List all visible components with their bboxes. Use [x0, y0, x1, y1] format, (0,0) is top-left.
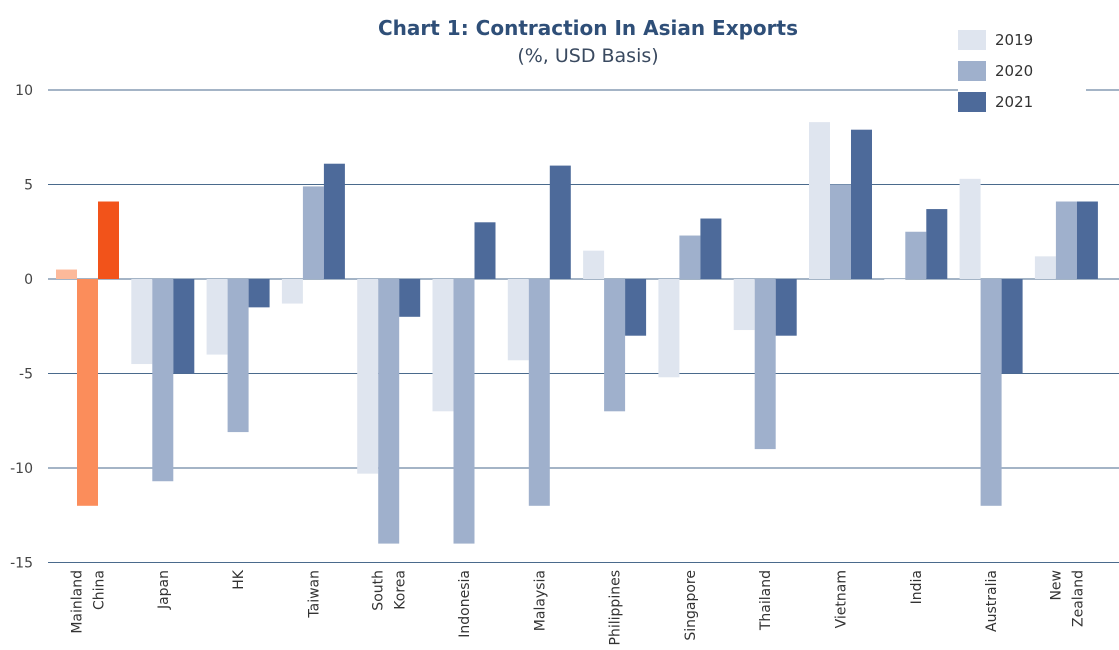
bar-2021-13	[1076, 201, 1098, 279]
legend-item-2019: 2019	[958, 24, 1086, 55]
x-tick-label-line: China	[92, 570, 108, 610]
x-tick-label: Thailand	[758, 570, 774, 631]
bar-2020-5	[453, 279, 475, 544]
bar-2021-4	[399, 279, 421, 317]
bar-2021-0	[98, 201, 119, 279]
bar-2019-4	[357, 279, 379, 474]
bar-2020-13	[1055, 201, 1077, 279]
bar-2019-12	[959, 178, 981, 279]
bar-2021-10	[851, 129, 872, 279]
gridlines	[48, 89, 1119, 563]
bar-2020-2	[227, 279, 249, 433]
x-tick-label: Australia	[984, 570, 1000, 632]
bar-2021-1	[173, 279, 195, 374]
x-tick-label-line: HK	[231, 569, 247, 590]
legend-swatch	[958, 29, 986, 50]
x-tick-label-line: Vietnam	[834, 570, 850, 628]
legend-swatch	[958, 91, 986, 112]
x-tick-label-line: Taiwan	[306, 570, 322, 619]
bar-2019-3	[281, 279, 303, 304]
bars	[56, 122, 1098, 544]
bar-2019-2	[206, 279, 228, 355]
x-tick-label: Indonesia	[457, 570, 473, 638]
legend-item-2021: 2021	[958, 86, 1086, 117]
bar-2021-8	[700, 218, 722, 279]
x-tick-label: New Zealand	[1048, 570, 1086, 627]
legend-label: 2021	[995, 92, 1034, 111]
x-tick-label-line: South	[371, 570, 387, 611]
bar-2019-0	[56, 269, 77, 279]
bar-2021-2	[248, 279, 270, 308]
x-tick-label: Singapore	[683, 570, 699, 641]
bar-2021-6	[549, 165, 571, 279]
x-tick-label-line: Japan	[156, 570, 172, 610]
legend: 2019 2020 2021	[958, 24, 1086, 117]
bar-2019-6	[507, 279, 529, 361]
bar-2020-9	[754, 279, 776, 450]
x-tick-label-line: India	[909, 570, 925, 604]
bar-2021-12	[1001, 279, 1023, 374]
legend-item-2020: 2020	[958, 55, 1086, 86]
x-tick-label-line: Australia	[984, 570, 1000, 632]
x-tick-label: Japan	[156, 570, 172, 610]
bar-2019-7	[583, 250, 605, 279]
bar-2019-5	[432, 279, 454, 412]
bar-2019-13	[1034, 256, 1056, 279]
bar-2021-3	[323, 163, 345, 279]
x-tick-label: Malaysia	[532, 570, 548, 631]
bar-2020-10	[830, 184, 851, 279]
bar-2021-9	[775, 279, 797, 336]
bar-2019-11	[884, 279, 906, 280]
legend-swatch	[958, 60, 986, 81]
y-tick-label: 0	[24, 272, 33, 288]
y-axis-ticks: 10 5 0 -5 -10 -15	[10, 83, 33, 572]
x-tick-label-line: Thailand	[758, 570, 774, 631]
y-tick-label: -15	[10, 556, 33, 572]
bar-2019-9	[733, 279, 755, 331]
y-tick-label: 5	[24, 178, 33, 194]
x-tick-label-line: Mainland	[70, 570, 86, 634]
x-tick-label-line: Singapore	[683, 570, 699, 641]
x-tick-label-line: Indonesia	[457, 570, 473, 638]
x-tick-label: HK	[231, 569, 247, 590]
x-tick-label: Vietnam	[834, 570, 850, 628]
bar-2020-3	[302, 186, 324, 279]
bar-2021-11	[926, 209, 948, 279]
x-tick-label-line: New	[1048, 570, 1064, 601]
bar-2020-12	[980, 279, 1002, 506]
bar-2020-6	[528, 279, 550, 506]
bar-2020-8	[679, 235, 701, 279]
x-tick-label: Taiwan	[306, 570, 322, 619]
x-tick-label-line: Malaysia	[532, 570, 548, 631]
bar-2019-8	[658, 279, 680, 378]
x-tick-label: India	[909, 570, 925, 604]
x-tick-label: South Korea	[371, 570, 409, 611]
legend-label: 2019	[995, 30, 1034, 49]
bar-2020-1	[152, 279, 174, 482]
chart-subtitle: (%, USD Basis)	[517, 45, 659, 67]
bar-2019-10	[809, 122, 830, 279]
x-tick-label-line: Philippines	[608, 570, 624, 645]
y-tick-label: -10	[10, 461, 33, 477]
legend-label: 2020	[995, 61, 1034, 80]
x-axis-ticks: Mainland China Japan HK Taiwan South Korea Indo…	[70, 569, 1087, 645]
chart-title: Chart 1: Contraction In Asian Exports	[378, 16, 798, 40]
x-tick-label-line: Zealand	[1070, 570, 1086, 627]
y-tick-label: 10	[15, 83, 33, 99]
bar-2020-11	[905, 231, 927, 279]
bar-2021-7	[625, 279, 647, 336]
x-tick-label-line: Korea	[393, 570, 409, 610]
bar-2020-0	[77, 279, 98, 506]
bar-2020-4	[378, 279, 400, 544]
bar-2020-7	[604, 279, 626, 412]
x-tick-label: Mainland China	[70, 570, 108, 634]
bar-2021-5	[474, 222, 496, 279]
bar-2019-1	[131, 279, 153, 365]
y-tick-label: -5	[19, 367, 33, 383]
x-tick-label: Philippines	[608, 570, 624, 645]
